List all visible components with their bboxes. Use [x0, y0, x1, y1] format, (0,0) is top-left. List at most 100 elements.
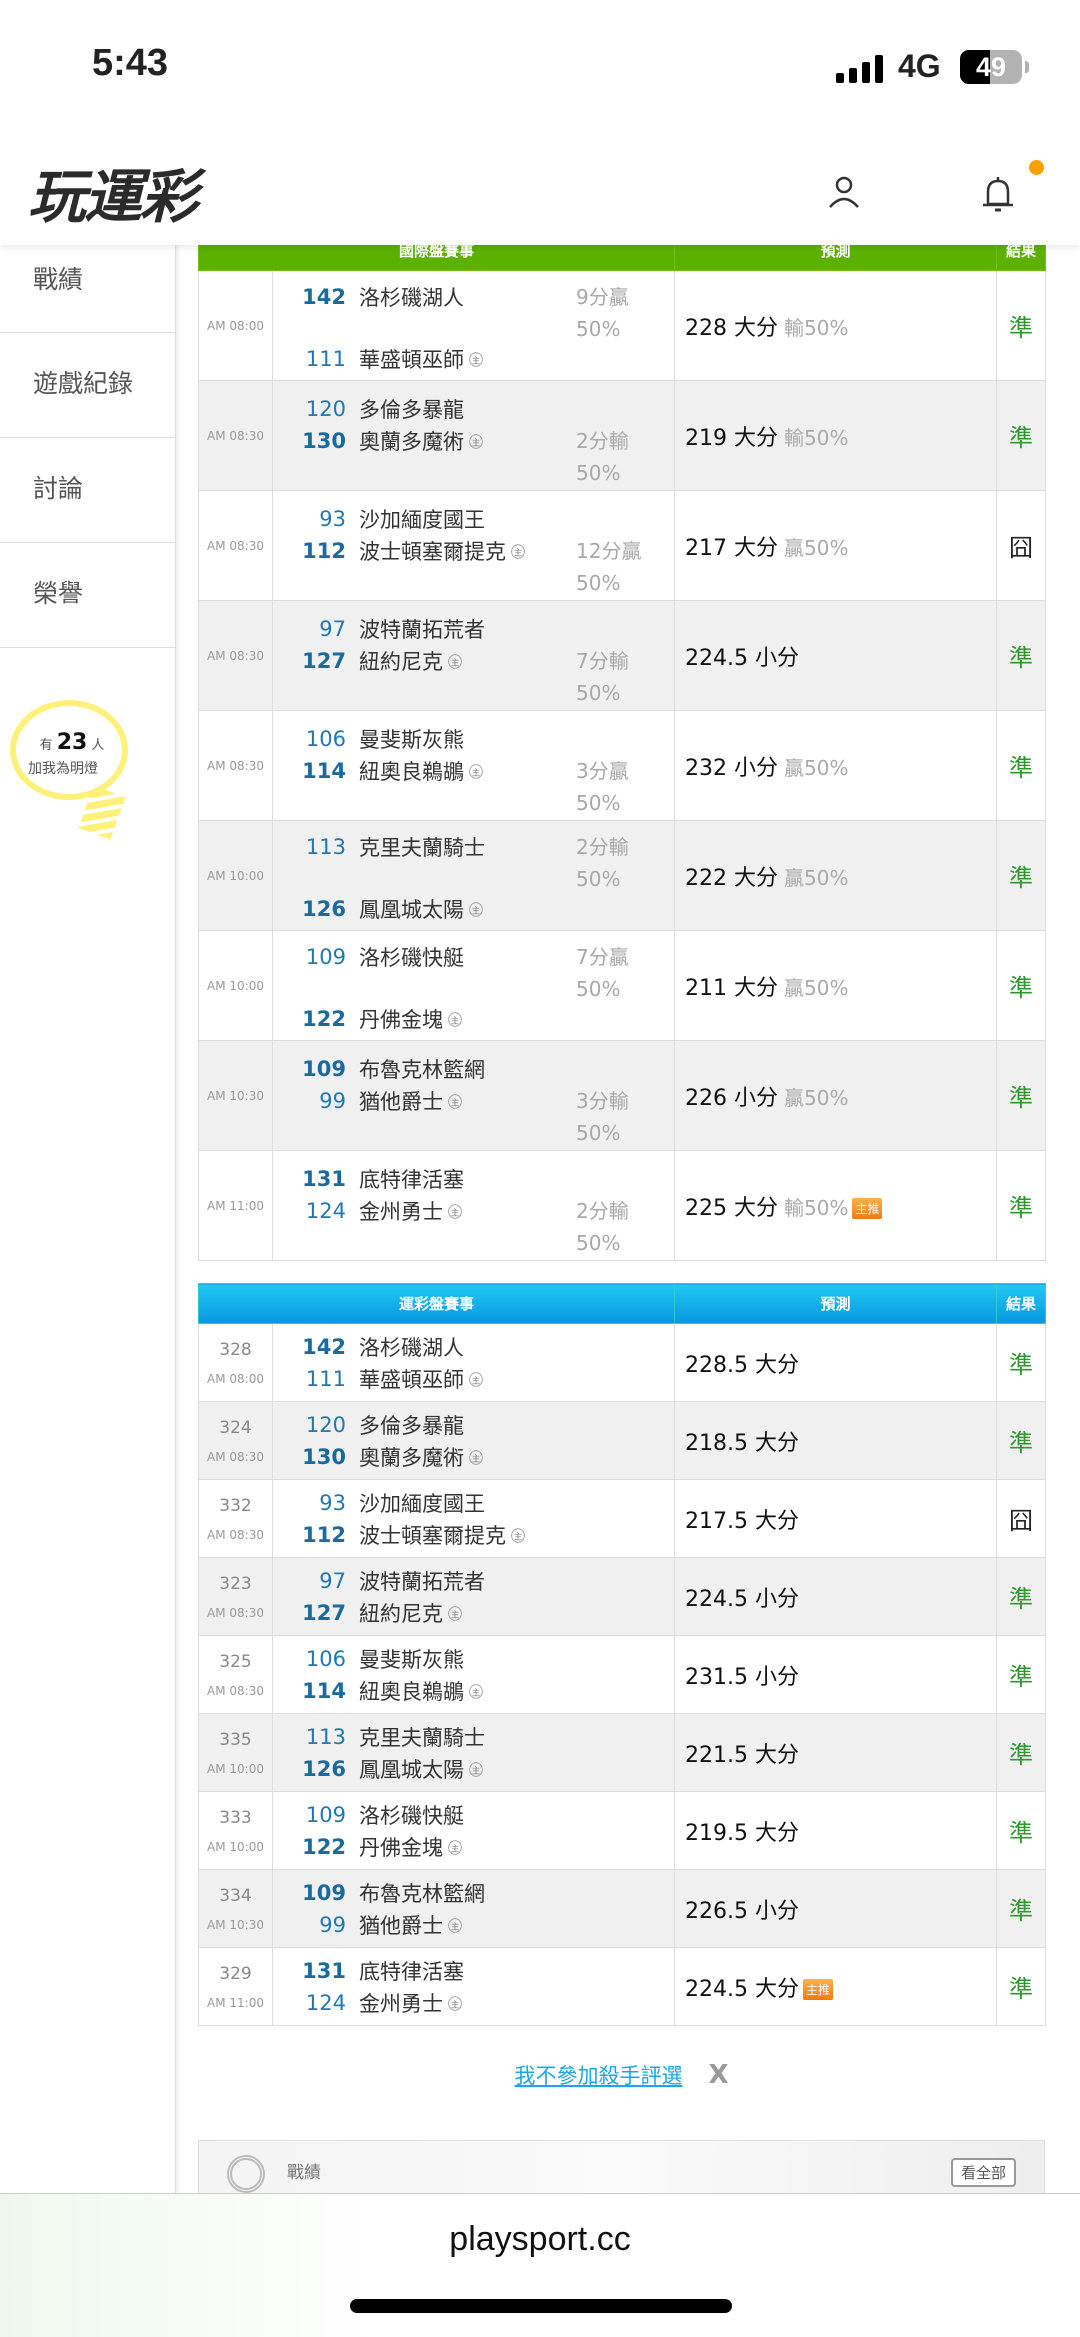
team-name[interactable]: 鳳凰城太陽 [359, 1758, 464, 1782]
game-time: AM 11:00 [207, 1198, 264, 1213]
team-name[interactable]: 華盛頓巫師 [359, 348, 464, 372]
view-all-button[interactable]: 看全部 [950, 2158, 1016, 2187]
team-name[interactable]: 奧蘭多魔術 [359, 430, 464, 454]
sidebar-nav: 戰績 遊戲紀錄 討論 榮譽 [0, 245, 175, 648]
user-icon[interactable] [826, 174, 862, 214]
team-name[interactable]: 洛杉磯湖人 [359, 1336, 464, 1360]
prediction-line: 228.5 大分 [685, 1352, 799, 1378]
bell-icon[interactable] [980, 174, 1016, 220]
lottery-predictions-table: 運彩盤賽事 預測 結果 328 AM 08:00 142 洛杉磯湖人 111 華盛頓巫師主… [197, 1283, 1047, 2026]
team-name[interactable]: 波士頓塞爾提克 [359, 1524, 506, 1548]
team-home: 130 奧蘭多魔術主 [273, 425, 573, 457]
team-name[interactable]: 布魯克林籃網 [359, 1058, 485, 1082]
spread-pct: 50% [576, 571, 621, 595]
home-tag: 主 [448, 1995, 462, 2011]
prediction-cell: 217 大分 贏50% [674, 490, 998, 601]
team-number: 124 [305, 1991, 346, 2015]
team-name[interactable]: 紐奧良鵜鶘 [359, 760, 464, 784]
team-name[interactable]: 布魯克林籃網 [359, 1882, 485, 1906]
prediction-line: 217.5 大分 [685, 1508, 799, 1534]
team-home: 112 波士頓塞爾提克主 [273, 1519, 573, 1551]
table-row: 332 AM 08:30 93 沙加緬度國王 112 波士頓塞爾提克主 217.5 大分 囧 [198, 1479, 1047, 1558]
sidebar-item-game-log[interactable]: 遊戲紀錄 [0, 333, 175, 438]
prediction-odds: 贏50% [784, 1085, 849, 1110]
team-home: 124 金州勇士主 [273, 1987, 573, 2019]
logo[interactable]: 玩運彩 [28, 163, 198, 231]
team-name[interactable]: 多倫多暴龍 [359, 398, 464, 422]
sidebar-item-discussion[interactable]: 討論 [0, 438, 175, 543]
team-name[interactable]: 克里夫蘭騎士 [359, 836, 485, 860]
team-name[interactable]: 紐約尼克 [359, 1602, 443, 1626]
sidebar-item-honor[interactable]: 榮譽 [0, 543, 175, 648]
prediction-cell: 222 大分 贏50% [674, 820, 998, 931]
spread-pct: 50% [576, 977, 621, 1001]
team-name[interactable]: 洛杉磯快艇 [359, 946, 464, 970]
team-away: 93 沙加緬度國王 [273, 1487, 573, 1519]
spread-pct: 50% [576, 1121, 621, 1145]
game-time-cell: 333 AM 10:00 [198, 1791, 273, 1870]
team-number: 112 [302, 539, 346, 563]
team-name[interactable]: 紐奧良鵜鶘 [359, 1680, 464, 1704]
game-time-cell: AM 08:30 [198, 490, 273, 601]
result-cell: 準 [996, 270, 1047, 381]
team-away: 93 沙加緬度國王 [273, 503, 573, 535]
team-number: 130 [302, 429, 346, 453]
team-name[interactable]: 沙加緬度國王 [359, 1492, 485, 1516]
team-name[interactable]: 底特律活塞 [359, 1960, 464, 1984]
sidebar-item-record[interactable]: 戰績 [0, 245, 175, 333]
game-time-cell: 332 AM 08:30 [198, 1479, 273, 1558]
intl-predictions-table: 國際盤賽事 預測 結果 AM 08:00 142 洛杉磯湖人 111 華盛頓巫師主 9分贏… [197, 230, 1047, 1261]
spread-text: 12分贏 [576, 539, 642, 563]
team-name[interactable]: 猶他爵士 [359, 1914, 443, 1938]
team-away: 106 曼斐斯灰熊 [273, 723, 573, 755]
team-name[interactable]: 丹佛金塊 [359, 1836, 443, 1860]
team-name[interactable]: 曼斐斯灰熊 [359, 1648, 464, 1672]
teams-cell: 93 沙加緬度國王 112 波士頓塞爾提克主 [271, 1479, 676, 1558]
teams-cell: 93 沙加緬度國王 112 波士頓塞爾提克主 12分贏 50% [271, 490, 676, 601]
home-tag: 主 [448, 653, 462, 669]
team-name[interactable]: 底特律活塞 [359, 1168, 464, 1192]
team-name[interactable]: 金州勇士 [359, 1200, 443, 1224]
team-name[interactable]: 曼斐斯灰熊 [359, 728, 464, 752]
game-time-cell: AM 10:00 [198, 930, 273, 1041]
game-time: AM 08:30 [207, 1605, 264, 1620]
teams-cell: 142 洛杉磯湖人 111 華盛頓巫師主 [271, 1323, 676, 1402]
network-type: 4G [898, 48, 941, 84]
team-name[interactable]: 洛杉磯湖人 [359, 286, 464, 310]
team-name[interactable]: 波士頓塞爾提克 [359, 540, 506, 564]
url-field[interactable]: playsport.cc [449, 2220, 631, 2258]
team-name[interactable]: 鳳凰城太陽 [359, 898, 464, 922]
teams-cell: 106 曼斐斯灰熊 114 紐奧良鵜鶘主 [271, 1635, 676, 1714]
game-time: AM 11:00 [207, 1995, 264, 2010]
featured-badge: 主推 [852, 1198, 883, 1219]
prediction-line: 232 小分 [685, 755, 779, 781]
team-name[interactable]: 波特蘭拓荒者 [359, 1570, 485, 1594]
team-name[interactable]: 紐約尼克 [359, 650, 443, 674]
team-name[interactable]: 奧蘭多魔術 [359, 1446, 464, 1470]
prediction-line: 226.5 小分 [685, 1898, 799, 1924]
game-time-cell: AM 08:30 [198, 380, 273, 491]
prediction-line: 225 大分 [685, 1195, 779, 1221]
team-name[interactable]: 波特蘭拓荒者 [359, 618, 485, 642]
game-time-cell: 334 AM 10:30 [198, 1869, 273, 1948]
team-name[interactable]: 華盛頓巫師 [359, 1368, 464, 1392]
app-header: 玩運彩 [0, 130, 1080, 245]
game-id: 333 [219, 1807, 252, 1828]
team-name[interactable]: 多倫多暴龍 [359, 1414, 464, 1438]
prediction-cell: 226.5 小分 [674, 1869, 998, 1948]
table-row: AM 08:30 120 多倫多暴龍 130 奧蘭多魔術主 2分輸 50% 219 大分 輸50… [198, 380, 1047, 491]
team-name[interactable]: 丹佛金塊 [359, 1008, 443, 1032]
teams-cell: 120 多倫多暴龍 130 奧蘭多魔術主 2分輸 50% [271, 380, 676, 491]
battery-nub [1025, 61, 1029, 73]
home-indicator[interactable] [350, 2299, 732, 2313]
team-number: 113 [305, 835, 346, 859]
team-name[interactable]: 沙加緬度國王 [359, 508, 485, 532]
follow-lamp[interactable]: 有 23 人 加我為明燈 [10, 700, 130, 840]
optout-link[interactable]: 我不參加殺手評選 [514, 2064, 683, 2088]
team-name[interactable]: 洛杉磯快艇 [359, 1804, 464, 1828]
team-name[interactable]: 猶他爵士 [359, 1090, 443, 1114]
team-name[interactable]: 金州勇士 [359, 1992, 443, 2016]
team-name[interactable]: 克里夫蘭騎士 [359, 1726, 485, 1750]
game-id: 328 [219, 1339, 252, 1360]
close-icon[interactable]: X [708, 2060, 729, 2090]
